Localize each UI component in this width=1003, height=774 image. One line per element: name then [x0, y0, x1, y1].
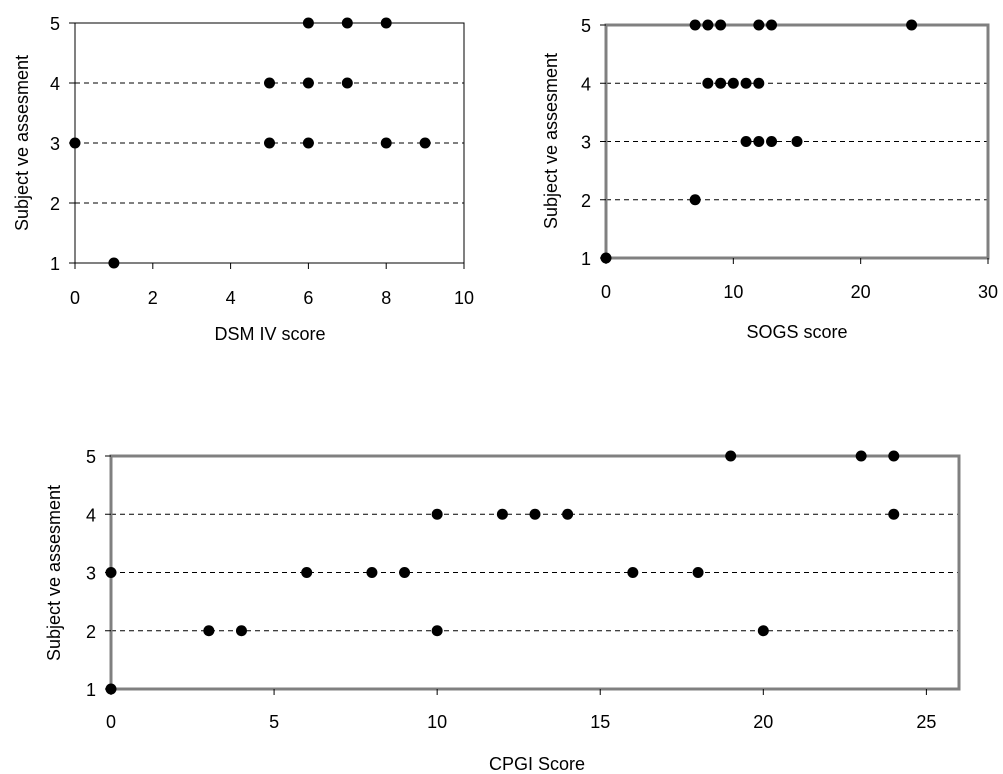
data-point	[399, 567, 411, 578]
y-tick-label: 1	[86, 680, 96, 700]
y-tick-label: 4	[86, 505, 96, 525]
data-point	[692, 567, 704, 578]
chart-sogs: SOGS score Subject ve assesment 1 2 3 4 5 0 10…	[541, 16, 998, 342]
data-point	[757, 625, 769, 637]
y-tick-label: 5	[86, 447, 96, 467]
y-tick-label: 2	[86, 622, 96, 642]
y-tick-label: 4	[50, 74, 60, 94]
data-point	[302, 137, 314, 149]
data-point	[496, 508, 508, 520]
data-point	[791, 136, 803, 147]
x-tick-label: 30	[978, 282, 998, 302]
x-tick-label: 10	[454, 288, 474, 308]
chart-cpgi: CPGI Score Subject ve assesment 1 2 3 4 5 0 5 1…	[44, 447, 961, 774]
data-point	[380, 137, 392, 149]
data-point	[753, 19, 765, 31]
y-tick-label: 5	[581, 16, 591, 36]
y-tick-label: 3	[50, 134, 60, 154]
chart-dsm-iv: DSM IV score Subject ve assesment 1 2 3 4 5 0…	[12, 14, 474, 344]
data-point	[753, 136, 765, 147]
data-point	[264, 77, 275, 89]
y-tick-label: 1	[581, 249, 591, 269]
data-point	[715, 19, 727, 31]
data-point	[766, 19, 778, 31]
x-tick-label: 25	[916, 712, 936, 732]
x-tick-label: 0	[70, 288, 80, 308]
x-tick-label: 5	[269, 712, 279, 732]
data-point	[740, 77, 752, 89]
data-point	[341, 77, 353, 89]
y-axis-title: Subject ve assesment	[12, 55, 32, 231]
data-point	[203, 625, 215, 637]
data-point	[529, 508, 541, 520]
data-point	[753, 77, 765, 89]
x-tick-label: 10	[427, 712, 447, 732]
data-point	[380, 17, 392, 29]
y-axis-title: Subject ve assesment	[541, 53, 561, 229]
data-point	[264, 137, 275, 149]
data-point	[766, 136, 778, 147]
data-point	[702, 77, 714, 89]
y-tick-label: 4	[581, 74, 591, 94]
data-point	[419, 137, 431, 149]
data-point	[235, 625, 247, 637]
data-point	[301, 567, 313, 578]
x-tick-label: 0	[106, 712, 116, 732]
y-axis-title: Subject ve assesment	[44, 485, 64, 661]
data-point	[108, 257, 120, 269]
data-point	[855, 450, 867, 462]
data-point	[715, 77, 727, 89]
data-point	[105, 683, 117, 695]
y-tick-label: 1	[50, 254, 60, 274]
x-tick-label: 2	[148, 288, 158, 308]
data-point	[906, 19, 918, 31]
data-point	[725, 450, 737, 462]
x-tick-label: 20	[753, 712, 773, 732]
y-tick-label: 5	[50, 14, 60, 34]
y-tick-label: 2	[581, 191, 591, 211]
data-point	[431, 625, 443, 637]
x-tick-label: 20	[851, 282, 871, 302]
x-axis-title: CPGI Score	[489, 754, 585, 774]
data-point	[888, 450, 900, 462]
data-point	[366, 567, 378, 578]
data-point	[105, 567, 117, 578]
x-axis-title: DSM IV score	[214, 324, 325, 344]
x-tick-label: 6	[303, 288, 313, 308]
data-point	[431, 508, 443, 520]
data-point	[302, 17, 314, 29]
data-point	[727, 77, 739, 89]
x-axis-title: SOGS score	[746, 322, 847, 342]
x-tick-label: 0	[601, 282, 611, 302]
y-tick-label: 3	[581, 133, 591, 153]
x-tick-label: 8	[381, 288, 391, 308]
data-point	[888, 508, 900, 520]
data-point	[740, 136, 752, 147]
y-tick-label: 2	[50, 194, 60, 214]
data-point	[600, 252, 612, 264]
data-point	[689, 194, 701, 206]
data-point	[689, 19, 701, 31]
data-point	[69, 137, 81, 149]
data-point	[302, 77, 314, 89]
x-tick-label: 4	[226, 288, 236, 308]
y-tick-label: 3	[86, 564, 96, 584]
data-point	[562, 508, 574, 520]
x-tick-label: 15	[590, 712, 610, 732]
data-point	[702, 19, 714, 31]
data-point	[627, 567, 639, 578]
x-tick-label: 10	[723, 282, 743, 302]
data-point	[341, 17, 353, 29]
